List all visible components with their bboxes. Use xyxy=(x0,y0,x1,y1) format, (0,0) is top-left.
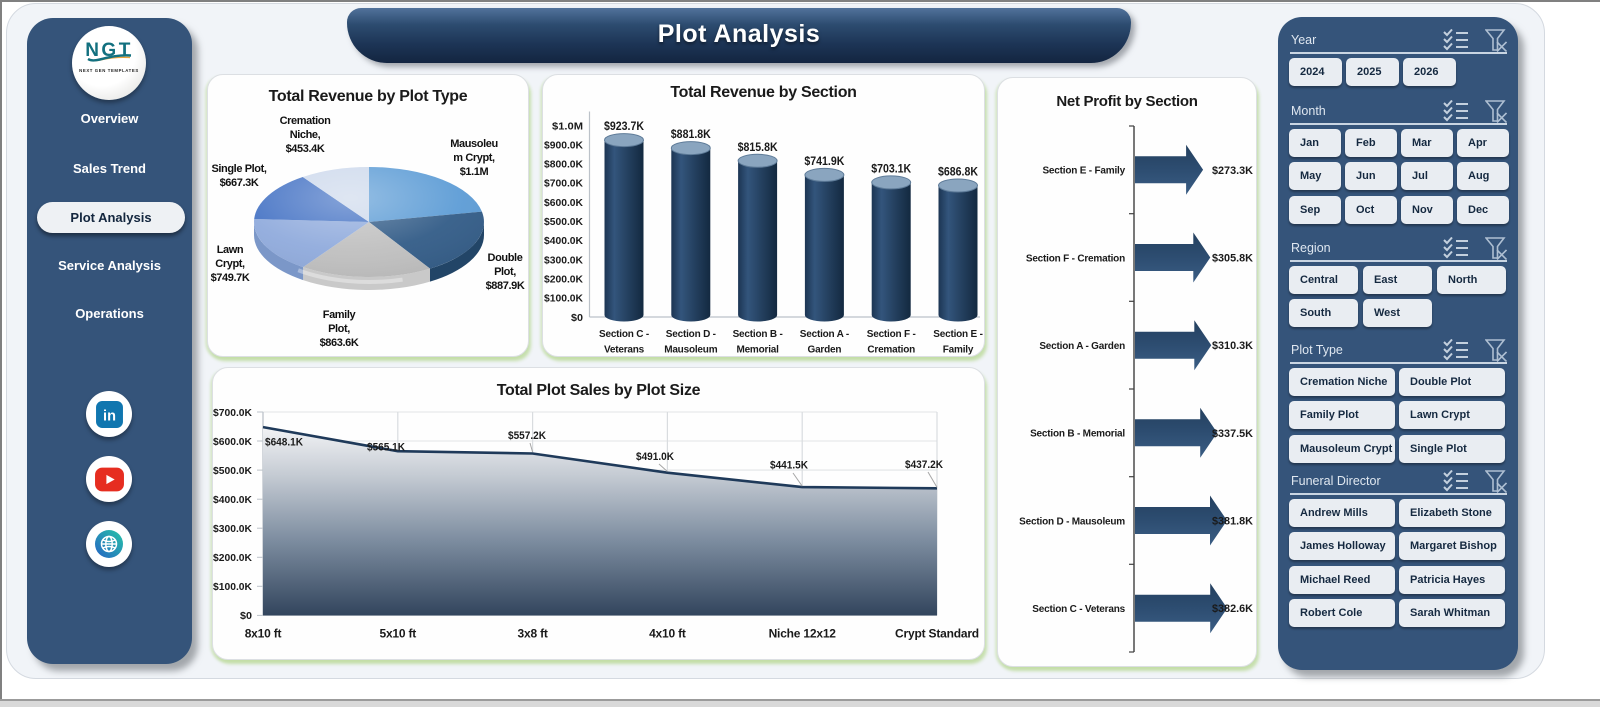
svg-text:$500.0K: $500.0K xyxy=(544,216,583,228)
svg-text:Garden: Garden xyxy=(807,345,841,356)
svg-text:Section D - Mausoleum: Section D - Mausoleum xyxy=(1019,516,1125,527)
svg-text:$1.0M: $1.0M xyxy=(552,120,583,132)
svg-text:$648.1K: $648.1K xyxy=(265,437,303,449)
svg-text:Cremation: Cremation xyxy=(867,345,915,356)
svg-text:$700.0K: $700.0K xyxy=(544,178,583,190)
svg-text:$600.0K: $600.0K xyxy=(544,197,583,209)
svg-text:in: in xyxy=(103,408,116,424)
svg-text:$441.5K: $441.5K xyxy=(770,460,808,472)
svg-text:Veterans: Veterans xyxy=(604,345,645,356)
svg-text:$0: $0 xyxy=(240,610,252,622)
svg-text:Section A - Garden: Section A - Garden xyxy=(1039,341,1125,352)
svg-text:Family: Family xyxy=(943,345,974,356)
svg-text:$700.0K: $700.0K xyxy=(213,407,252,419)
svg-text:$200.0K: $200.0K xyxy=(213,552,252,564)
svg-text:$305.8K: $305.8K xyxy=(1212,253,1253,265)
svg-text:8x10 ft: 8x10 ft xyxy=(245,627,282,641)
svg-text:$800.0K: $800.0K xyxy=(544,159,583,171)
svg-text:Memorial: Memorial xyxy=(736,345,779,356)
svg-text:$900.0K: $900.0K xyxy=(544,140,583,152)
svg-text:Mausoleum: Mausoleum xyxy=(664,345,718,356)
svg-text:$437.2K: $437.2K xyxy=(905,459,943,471)
svg-text:$382.6K: $382.6K xyxy=(1212,603,1253,615)
svg-text:$200.0K: $200.0K xyxy=(544,274,583,286)
svg-text:$300.0K: $300.0K xyxy=(544,254,583,266)
svg-text:Niche 12x12: Niche 12x12 xyxy=(769,627,837,641)
svg-text:$600.0K: $600.0K xyxy=(213,436,252,448)
svg-text:$741.9K: $741.9K xyxy=(804,156,845,168)
svg-text:Section F -: Section F - xyxy=(867,329,916,340)
svg-text:$881.8K: $881.8K xyxy=(671,129,712,141)
svg-text:$381.8K: $381.8K xyxy=(1212,516,1253,528)
svg-text:Section E -: Section E - xyxy=(933,329,982,340)
svg-text:Section B -: Section B - xyxy=(733,329,783,340)
svg-text:5x10 ft: 5x10 ft xyxy=(379,627,416,641)
svg-text:$500.0K: $500.0K xyxy=(213,465,252,477)
svg-text:Section C - Veterans: Section C - Veterans xyxy=(1032,604,1125,615)
svg-text:$557.2K: $557.2K xyxy=(508,430,546,442)
svg-text:$300.0K: $300.0K xyxy=(213,523,252,535)
svg-text:$0: $0 xyxy=(571,312,583,324)
svg-text:Section C -: Section C - xyxy=(599,329,649,340)
svg-text:Section A -: Section A - xyxy=(800,329,849,340)
svg-text:$565.1K: $565.1K xyxy=(367,441,405,453)
svg-text:Section E - Family: Section E - Family xyxy=(1042,166,1125,177)
svg-text:$923.7K: $923.7K xyxy=(604,121,645,133)
svg-text:$400.0K: $400.0K xyxy=(544,235,583,247)
svg-text:3x8 ft: 3x8 ft xyxy=(518,627,548,641)
svg-text:4x10 ft: 4x10 ft xyxy=(649,627,686,641)
svg-text:$310.3K: $310.3K xyxy=(1212,340,1253,352)
svg-text:Section B - Memorial: Section B - Memorial xyxy=(1030,429,1125,440)
svg-text:$686.8K: $686.8K xyxy=(938,167,979,179)
svg-text:Section D -: Section D - xyxy=(666,329,716,340)
svg-text:$815.8K: $815.8K xyxy=(738,142,779,154)
svg-text:$337.5K: $337.5K xyxy=(1212,428,1253,440)
svg-text:$703.1K: $703.1K xyxy=(871,163,912,175)
svg-text:$273.3K: $273.3K xyxy=(1212,165,1253,177)
svg-text:Section F - Cremation: Section F - Cremation xyxy=(1026,253,1125,264)
svg-text:$491.0K: $491.0K xyxy=(636,451,674,463)
svg-text:$100.0K: $100.0K xyxy=(213,581,252,593)
svg-text:$100.0K: $100.0K xyxy=(544,293,583,305)
svg-text:$400.0K: $400.0K xyxy=(213,494,252,506)
svg-text:Crypt Standard: Crypt Standard xyxy=(895,627,979,641)
